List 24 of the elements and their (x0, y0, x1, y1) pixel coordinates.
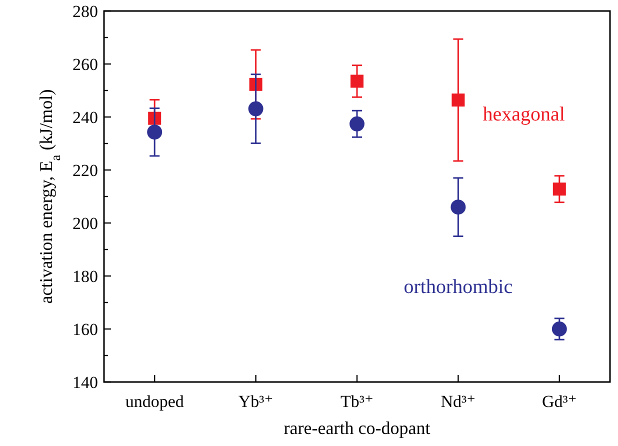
point (248, 101, 264, 116)
point (552, 182, 566, 196)
x-tick-label: Gd³⁺ (542, 392, 577, 411)
x-tick-label: Yb³⁺ (238, 392, 274, 411)
y-tick-label: 200 (72, 214, 98, 233)
x-tick-label: Nd³⁺ (440, 392, 476, 411)
point (350, 116, 364, 132)
point (350, 74, 364, 88)
x-tick-label: undoped (125, 392, 184, 411)
y-tick-label: 140 (72, 372, 98, 392)
text: orthorhombic (404, 276, 513, 298)
y-tick-label: 180 (72, 266, 98, 286)
x-tick-label: Tb³⁺ (340, 392, 374, 411)
y-tick-label: 280 (72, 2, 98, 21)
y-tick-label: 240 (72, 108, 98, 127)
y-tick-label: 220 (72, 160, 98, 180)
point (147, 124, 162, 140)
y-tick-label: 260 (72, 54, 98, 74)
y-tick-label: 160 (72, 320, 98, 339)
point (452, 94, 465, 107)
point (552, 322, 567, 336)
series-label: hexagonal (482, 103, 566, 126)
point (450, 200, 466, 215)
x-axis-title: rare-earth co-dopant (284, 418, 430, 438)
